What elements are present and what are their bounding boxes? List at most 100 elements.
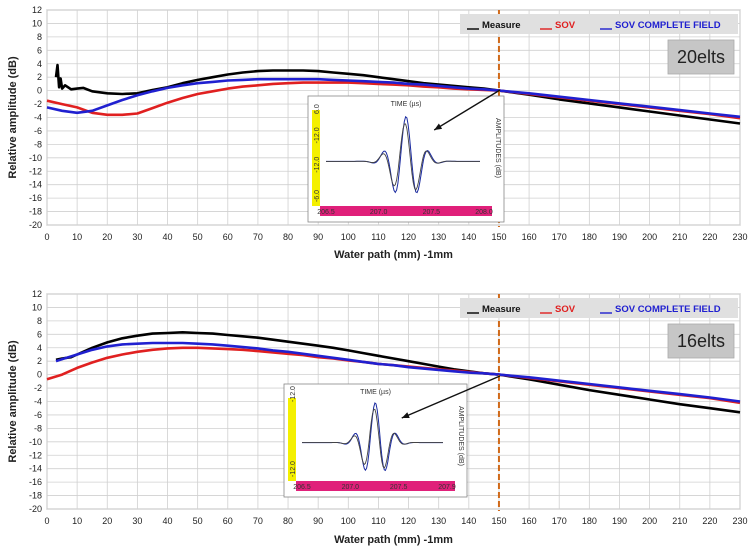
- inset-bottom-ruler: [320, 206, 492, 216]
- inset-left-tick: -12.0: [290, 386, 297, 402]
- x-tick-label: 10: [72, 516, 82, 526]
- y-tick-label: -16: [29, 477, 42, 487]
- x-tick-label: 210: [672, 232, 687, 242]
- x-tick-label: 160: [522, 232, 537, 242]
- x-tick-label: 40: [163, 516, 173, 526]
- inset-frame: [307, 95, 505, 223]
- inset-bottom-tick: 206.5: [293, 484, 311, 491]
- y-tick-label: 10: [32, 302, 42, 312]
- x-tick-label: 230: [732, 516, 747, 526]
- y-tick-label: -6: [34, 410, 42, 420]
- x-tick-label: 170: [552, 516, 567, 526]
- inset-title: TIME (µs): [360, 389, 391, 396]
- inset-left-ruler: [312, 110, 320, 206]
- x-tick-label: 90: [313, 232, 323, 242]
- y-tick-label: 8: [37, 32, 42, 42]
- legend-background: [460, 14, 738, 34]
- x-tick-label: 90: [313, 516, 323, 526]
- series-line-sov-complete-field: [46, 77, 741, 119]
- inset-left-tick: -12.0: [314, 157, 321, 173]
- x-tick-label: 100: [341, 232, 356, 242]
- y-tick-label: -20: [29, 220, 42, 230]
- y-tick-label: -10: [29, 153, 42, 163]
- legend: Measure SOV SOV COMPLETE FIELD: [460, 14, 738, 34]
- y-tick-label: 2: [37, 356, 42, 366]
- inset-waveform: TIME (µs) AMPLITUDES (dB) -12.0 -12.0 206.5 2…: [283, 383, 468, 498]
- x-axis-label: Water path (mm) -1mm: [334, 534, 453, 546]
- legend-entry: SOV COMPLETE FIELD: [615, 304, 721, 315]
- y-tick-label: -2: [34, 383, 42, 393]
- inset-bottom-tick: 207.9: [438, 484, 456, 491]
- y-tick-label: 2: [37, 72, 42, 82]
- x-tick-label: 120: [401, 232, 416, 242]
- inset-left-tick: 6.0: [314, 104, 321, 114]
- x-tick-label: 200: [642, 516, 657, 526]
- y-tick-label: -8: [34, 139, 42, 149]
- x-tick-label: 150: [491, 232, 506, 242]
- x-tick-label: 20: [102, 516, 112, 526]
- legend-entry: Measure: [482, 304, 521, 315]
- inset-frame: [283, 383, 468, 498]
- inset-left-ruler: [288, 398, 296, 481]
- legend: Measure SOV SOV COMPLETE FIELD: [460, 298, 738, 318]
- legend-entry: SOV: [555, 20, 576, 31]
- x-tick-label: 110: [371, 232, 385, 242]
- pointer-arrowhead: [401, 412, 410, 418]
- pointer-arrowhead: [434, 123, 443, 130]
- inset-trace-b: [326, 123, 480, 191]
- x-tick-label: 220: [702, 516, 717, 526]
- y-tick-label: -20: [29, 504, 42, 514]
- x-tick-label: 230: [732, 232, 747, 242]
- x-tick-label: 0: [44, 232, 49, 242]
- legend-entry: SOV COMPLETE FIELD: [615, 20, 721, 31]
- x-tick-label: 150: [491, 516, 506, 526]
- y-tick-label: -12: [29, 166, 42, 176]
- x-tick-label: 140: [461, 232, 476, 242]
- y-tick-label: 8: [37, 316, 42, 326]
- y-tick-label: 0: [37, 86, 42, 96]
- x-tick-label: 160: [522, 516, 537, 526]
- x-tick-label: 30: [132, 232, 142, 242]
- inset-bottom-tick: 207.0: [342, 484, 360, 491]
- y-tick-label: 12: [32, 289, 42, 299]
- x-tick-label: 0: [44, 516, 49, 526]
- x-tick-label: 70: [253, 232, 263, 242]
- legend-entry: SOV: [555, 304, 576, 315]
- y-tick-label: -4: [34, 397, 42, 407]
- inset-title: TIME (µs): [391, 101, 422, 108]
- inset-right-label: AMPLITUDES (dB): [494, 118, 501, 178]
- inset-bottom-tick: 206.5: [317, 209, 335, 216]
- x-tick-label: 30: [132, 516, 142, 526]
- y-tick-label: -2: [34, 99, 42, 109]
- inset-left-tick: -6.0: [314, 190, 321, 202]
- inset-bottom-tick: 207.0: [370, 209, 388, 216]
- y-tick-label: 4: [37, 343, 42, 353]
- x-tick-label: 100: [341, 516, 356, 526]
- inset-bottom-tick: 207.5: [423, 209, 441, 216]
- element-count-label: 16elts: [677, 331, 725, 351]
- x-tick-label: 180: [582, 232, 597, 242]
- legend-entry: Measure: [482, 20, 521, 31]
- x-tick-label: 50: [193, 516, 203, 526]
- element-count-label: 20elts: [677, 47, 725, 67]
- x-tick-label: 190: [612, 232, 627, 242]
- y-tick-label: 0: [37, 370, 42, 380]
- x-tick-label: 120: [401, 516, 416, 526]
- inset-right-label: AMPLITUDES (dB): [457, 406, 464, 466]
- legend-background: [460, 298, 738, 318]
- pointer-arrow: [433, 89, 501, 131]
- y-tick-label: -18: [29, 207, 42, 217]
- x-tick-label: 60: [223, 516, 233, 526]
- x-tick-label: 60: [223, 232, 233, 242]
- series-line-sov-complete-field: [55, 341, 741, 403]
- x-tick-label: 110: [371, 516, 385, 526]
- inset-bottom-tick: 208.0: [475, 209, 493, 216]
- x-tick-label: 80: [283, 516, 293, 526]
- element-count-box: [667, 323, 735, 359]
- y-tick-label: -16: [29, 193, 42, 203]
- y-tick-label: 10: [32, 18, 42, 28]
- y-tick-label: -4: [34, 113, 42, 123]
